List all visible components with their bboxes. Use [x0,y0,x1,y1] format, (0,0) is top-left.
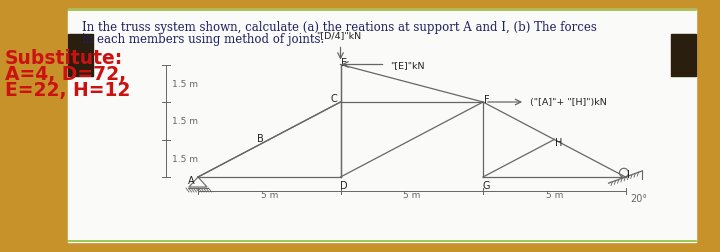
Text: E=22, H=12: E=22, H=12 [5,81,130,100]
Text: 5 m: 5 m [546,190,563,199]
Text: "[E]"kN: "[E]"kN [390,61,425,70]
Text: 1.5 m: 1.5 m [172,79,198,88]
Text: ("[A]"+ "[H]")kN: ("[A]"+ "[H]")kN [530,98,607,107]
Text: A=4, D=72,: A=4, D=72, [5,65,126,84]
Text: I: I [627,169,630,179]
Text: C: C [330,94,337,104]
Text: "[D/4]"kN: "[D/4]"kN [316,32,361,40]
Text: H: H [554,137,562,147]
Text: 20°: 20° [631,193,647,203]
Text: In the truss system shown, calculate (a) the reations at support A and I, (b) Th: In the truss system shown, calculate (a)… [82,21,597,34]
Text: E: E [341,57,348,67]
Text: D: D [340,180,347,190]
Text: B: B [257,133,264,143]
Text: 1.5 m: 1.5 m [172,154,198,163]
Text: G: G [482,180,490,190]
Bar [68,10,696,242]
Text: Substitute:: Substitute: [5,49,123,68]
Text: 5 m: 5 m [403,190,420,199]
Text: A: A [188,175,194,185]
Bar [68,35,93,77]
Text: in each members using method of joints.: in each members using method of joints. [82,33,324,46]
Bar [671,35,696,77]
Text: F: F [484,94,490,105]
Text: 1.5 m: 1.5 m [172,117,198,126]
Text: 5 m: 5 m [261,190,278,199]
